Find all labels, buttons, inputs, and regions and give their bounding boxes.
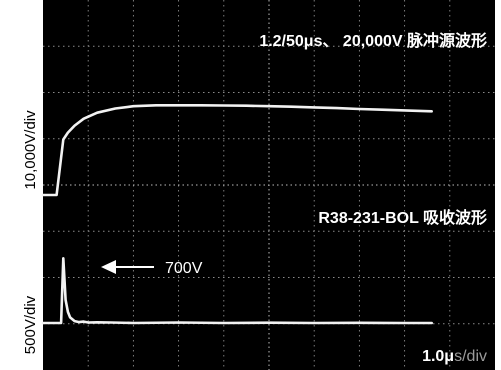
x-scale-label: 1.0μs/div [422,348,487,365]
x-scale-unit: s/div [454,348,487,365]
bottom-trace-title: R38-231-BOL 吸收波形 [318,208,487,227]
x-scale-value: 1.0μ [422,348,454,365]
surge-source-trace [41,104,433,197]
top-trace-title: 1.2/50μs、 20,000V 脉冲源波形 [259,31,487,50]
peak-annotation: 700V [165,260,203,277]
traces [41,104,433,325]
clamping-response-trace [41,257,433,325]
peak-arrow [101,260,154,274]
y-axis-label-top: 10,000V/div [22,110,39,190]
y-axis-label-bottom: 500V/div [22,295,39,354]
